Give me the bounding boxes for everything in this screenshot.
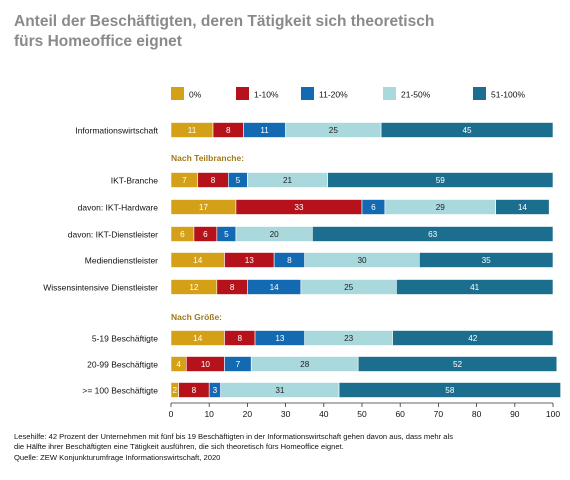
bar-segment-9-5	[338, 382, 561, 398]
bar-segment-8-5	[357, 356, 558, 372]
bar-value-3-3: 6	[371, 203, 376, 212]
bar-value-3-2: 33	[294, 203, 304, 212]
bar-value-2-1: 7	[182, 176, 187, 185]
bar-value-8-1: 4	[176, 360, 181, 369]
chart-title-line-2: fürs Homeoffice eignet	[14, 33, 182, 50]
bar-value-9-4: 31	[275, 386, 285, 395]
bar-value-6-5: 41	[470, 283, 480, 292]
bar-value-5-2: 13	[245, 256, 255, 265]
bar-value-6-3: 14	[270, 283, 280, 292]
x-tick-label-10: 90	[510, 409, 520, 419]
chart-title: Anteil der Beschäftigten, deren Tätigkei…	[14, 12, 554, 52]
x-tick-label-6: 50	[357, 409, 367, 419]
bar-segment-6-5	[396, 279, 554, 295]
category-label-1: Informationswirtschaft	[75, 126, 158, 136]
legend-swatch-4	[383, 87, 396, 100]
legend-label-4: 21-50%	[401, 90, 431, 100]
bar-value-1-1: 11	[188, 126, 197, 135]
bar-segment-1-5	[380, 122, 554, 138]
category-label-7: 5-19 Beschäftigte	[92, 334, 158, 344]
bar-value-1-2: 8	[226, 126, 231, 135]
legend-swatch-3	[301, 87, 314, 100]
bar-value-2-3: 5	[236, 176, 241, 185]
bar-segment-5-5	[418, 252, 554, 268]
x-tick-label-11: 100	[546, 409, 560, 419]
bar-value-5-1: 14	[193, 256, 203, 265]
bar-value-1-5: 45	[462, 126, 472, 135]
legend-swatch-1	[171, 87, 184, 100]
x-tick-label-5: 40	[319, 409, 329, 419]
bar-value-4-5: 63	[428, 230, 438, 239]
footnote: Lesehilfe: 42 Prozent der Unternehmen mi…	[14, 432, 559, 463]
bar-value-9-1: 2	[173, 386, 178, 395]
bar-value-5-4: 30	[357, 256, 367, 265]
x-tick-label-8: 70	[434, 409, 444, 419]
legend-label-3: 11-20%	[319, 90, 348, 100]
bar-segment-4-5	[312, 226, 554, 242]
category-label-3: davon: IKT-Hardware	[78, 203, 159, 213]
footnote-reading-aid: Lesehilfe: 42 Prozent der Unternehmen mi…	[14, 432, 453, 441]
bar-value-5-3: 8	[287, 256, 292, 265]
bar-value-5-5: 35	[482, 256, 492, 265]
bar-value-6-4: 25	[344, 283, 354, 292]
chart-title-line-1: Anteil der Beschäftigten, deren Tätigkei…	[14, 13, 435, 30]
bar-value-3-5: 14	[518, 203, 528, 212]
bar-value-9-5: 58	[445, 386, 455, 395]
bar-value-9-3: 3	[213, 386, 218, 395]
bar-value-6-2: 8	[230, 283, 235, 292]
bar-value-2-4: 21	[283, 176, 293, 185]
bar-segment-7-5	[392, 330, 554, 346]
x-tick-label-3: 20	[243, 409, 253, 419]
bar-value-8-4: 28	[300, 360, 310, 369]
category-label-8: 20-99 Beschäftigte	[87, 360, 158, 370]
bar-value-7-2: 8	[237, 334, 242, 343]
footnote-source: Quelle: ZEW Konjunkturumfrage Informatio…	[14, 452, 221, 462]
x-tick-label-4: 30	[281, 409, 291, 419]
group-label-7: Nach Größe:	[171, 312, 222, 322]
x-tick-label-9: 80	[472, 409, 482, 419]
bar-value-7-5: 42	[468, 334, 478, 343]
bar-value-4-4: 20	[270, 230, 280, 239]
bar-segment-3-5	[495, 199, 550, 215]
legend-swatch-2	[236, 87, 249, 100]
bar-value-7-4: 23	[344, 334, 354, 343]
x-tick-label-1: 0	[169, 409, 174, 419]
category-label-6: Wissensintensive Dienstleister	[43, 283, 158, 293]
bar-value-8-3: 7	[236, 360, 241, 369]
bar-value-7-3: 13	[275, 334, 285, 343]
bar-value-4-1: 6	[180, 230, 185, 239]
legend-label-2: 1-10%	[254, 90, 279, 100]
x-tick-label-2: 10	[204, 409, 214, 419]
bar-value-6-1: 12	[189, 283, 199, 292]
bar-value-8-2: 10	[201, 360, 211, 369]
footnote-reading-aid-cont: die Hälfte ihrer Beschäftigten eine Täti…	[14, 442, 344, 452]
legend-swatch-5	[473, 87, 486, 100]
bar-value-2-2: 8	[211, 176, 216, 185]
category-label-4: davon: IKT-Dienstleister	[68, 230, 158, 240]
category-label-5: Mediendienstleister	[85, 256, 158, 266]
category-label-9: >= 100 Beschäftigte	[82, 386, 158, 396]
bar-value-4-2: 6	[203, 230, 208, 239]
stacked-bar-chart: 0% 1-10% 11-20% 21-50% 51-100% Informationswi…	[43, 87, 561, 419]
bar-segment-2-5	[327, 172, 554, 188]
bar-value-2-5: 59	[436, 176, 446, 185]
category-label-2: IKT-Branche	[111, 176, 159, 186]
x-tick-label-7: 60	[395, 409, 405, 419]
bar-value-8-5: 52	[453, 360, 463, 369]
bar-value-4-3: 5	[224, 230, 229, 239]
bar-value-3-4: 29	[436, 203, 446, 212]
bar-value-3-1: 17	[199, 203, 209, 212]
bar-value-7-1: 14	[193, 334, 203, 343]
bar-value-1-4: 25	[329, 126, 339, 135]
group-label-1: Nach Teilbranche:	[171, 153, 244, 163]
legend-label-5: 51-100%	[491, 90, 525, 100]
bar-value-9-2: 8	[192, 386, 197, 395]
legend-label-1: 0%	[189, 90, 202, 100]
bar-value-1-3: 11	[260, 126, 269, 135]
